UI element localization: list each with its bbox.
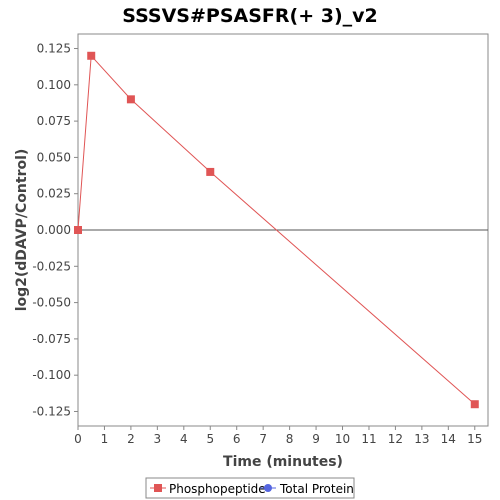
y-axis-label: log2(dDAVP/Control) [14, 149, 30, 312]
y-axis: 0.125 0.100 0.075 0.050 0.025 0.000 -0.025 -0.0… [32, 42, 78, 418]
x-tick-label: 8 [286, 432, 294, 446]
y-tick-label: 0.000 [37, 223, 71, 237]
x-tick-label: 4 [180, 432, 188, 446]
legend: Phosphopeptide Total Protein [145, 477, 355, 499]
x-axis: 0 1 2 3 4 5 6 7 8 9 10 11 12 13 14 15 [74, 426, 482, 446]
x-tick-label: 5 [206, 432, 214, 446]
data-point-phosphopeptide [126, 95, 135, 104]
legend-box [145, 477, 355, 499]
x-tick-label: 1 [101, 432, 109, 446]
x-tick-label: 14 [441, 432, 456, 446]
y-tick-label: -0.125 [32, 404, 71, 418]
x-axis-label: Time (minutes) [223, 454, 343, 470]
legend-marker-total-protein [264, 484, 272, 492]
legend-label-total-protein: Total Protein [279, 482, 354, 496]
y-tick-label: -0.050 [32, 296, 71, 310]
x-tick-label: 3 [154, 432, 162, 446]
y-tick-label: 0.075 [37, 114, 71, 128]
y-tick-label: 0.050 [37, 150, 71, 164]
x-tick-label: 15 [467, 432, 482, 446]
y-tick-label: -0.025 [32, 259, 71, 273]
y-tick-label: 0.025 [37, 187, 71, 201]
y-tick-label: -0.075 [32, 332, 71, 346]
x-tick-label: 0 [74, 432, 82, 446]
y-tick-label: -0.100 [32, 368, 71, 382]
x-tick-label: 6 [233, 432, 241, 446]
data-point-phosphopeptide [74, 226, 82, 234]
data-point-phosphopeptide [206, 167, 215, 176]
chart-title: SSSVS#PSASFR(+ 3)_v2 [122, 5, 378, 27]
data-point-phosphopeptide [470, 400, 479, 409]
x-tick-label: 2 [127, 432, 135, 446]
x-tick-label: 13 [414, 432, 429, 446]
legend-marker-phosphopeptide [154, 484, 162, 492]
x-tick-label: 11 [361, 432, 376, 446]
y-tick-label: 0.100 [37, 78, 71, 92]
y-tick-label: 0.125 [37, 42, 71, 56]
series-layer [74, 51, 479, 409]
x-tick-label: 12 [388, 432, 403, 446]
data-point-phosphopeptide [87, 51, 96, 60]
x-tick-label: 10 [335, 432, 350, 446]
legend-label-phosphopeptide: Phosphopeptide [169, 482, 266, 496]
x-tick-label: 9 [312, 432, 320, 446]
x-tick-label: 7 [259, 432, 267, 446]
